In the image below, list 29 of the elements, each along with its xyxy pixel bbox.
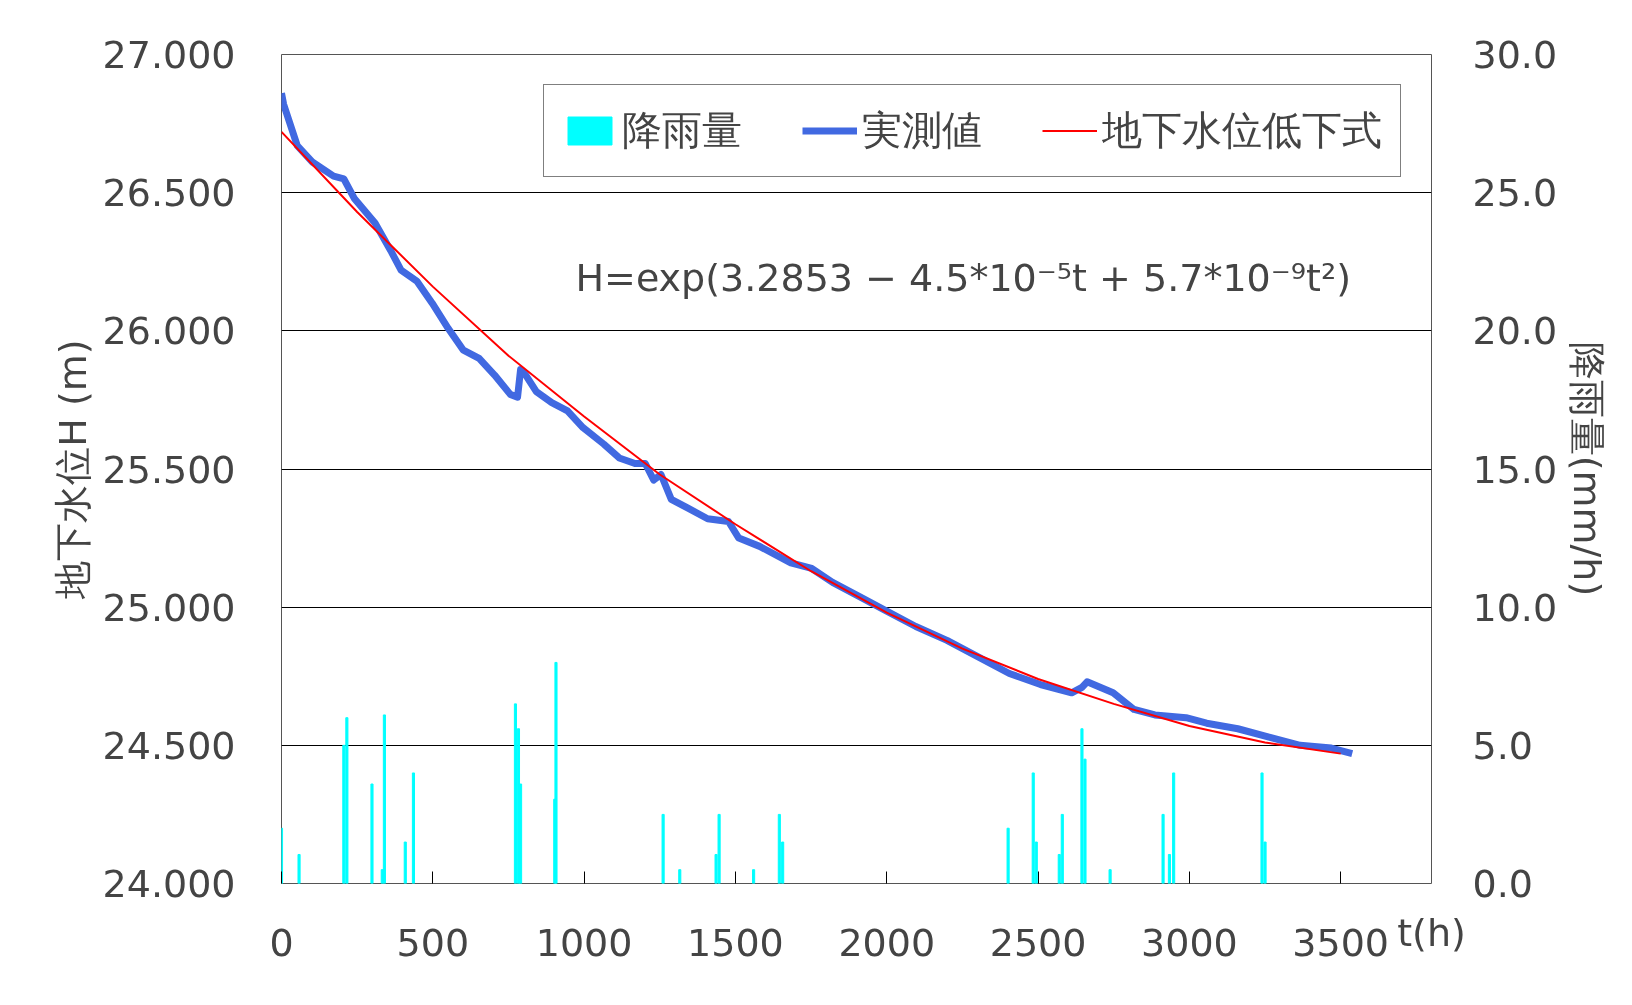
y-tick-label: 25.500: [102, 447, 236, 492]
y-tick-label: 26.500: [102, 171, 236, 216]
annotation: H=exp(3.2853 − 4.5*10⁻⁵t + 5.7*10⁻⁹t²): [575, 256, 1351, 301]
y2-axis-title: 降雨量(mm/h): [1565, 341, 1610, 597]
y-tick-label: 24.000: [102, 862, 236, 906]
x-tick-label: 2500: [989, 920, 1087, 965]
legend-label: 降雨量: [622, 106, 742, 155]
y2-tick-label: 25.0: [1472, 171, 1558, 216]
y2-tick-label: 30.0: [1472, 33, 1558, 77]
y-axis-title: 地下水位H (m): [50, 339, 95, 600]
y2-tick-label: 5.0: [1472, 723, 1533, 768]
x-tick-label: 2000: [838, 920, 936, 965]
y-tick-label: 24.500: [102, 723, 236, 768]
y-tick-label: 27.000: [102, 33, 236, 77]
y2-tick-label: 15.0: [1472, 447, 1558, 492]
x-tick-label: 1000: [535, 920, 633, 965]
x-tick-label: 3500: [1292, 920, 1390, 965]
x-axis-title: t(h): [1397, 910, 1466, 955]
x-tick-label: 0: [269, 920, 294, 965]
y2-tick-label: 20.0: [1472, 309, 1558, 354]
x-tick-label: 3000: [1141, 920, 1238, 965]
legend-label: 地下水位低下式: [1102, 106, 1382, 155]
x-tick-label: 1500: [687, 920, 784, 965]
y2-tick-label: 0.0: [1472, 862, 1533, 906]
y2-tick-label: 10.0: [1472, 585, 1558, 630]
y-tick-label: 25.000: [102, 585, 236, 630]
x-tick-label: 500: [396, 920, 470, 965]
y-tick-label: 26.000: [102, 309, 236, 354]
legend-label: 実測値: [862, 106, 982, 155]
